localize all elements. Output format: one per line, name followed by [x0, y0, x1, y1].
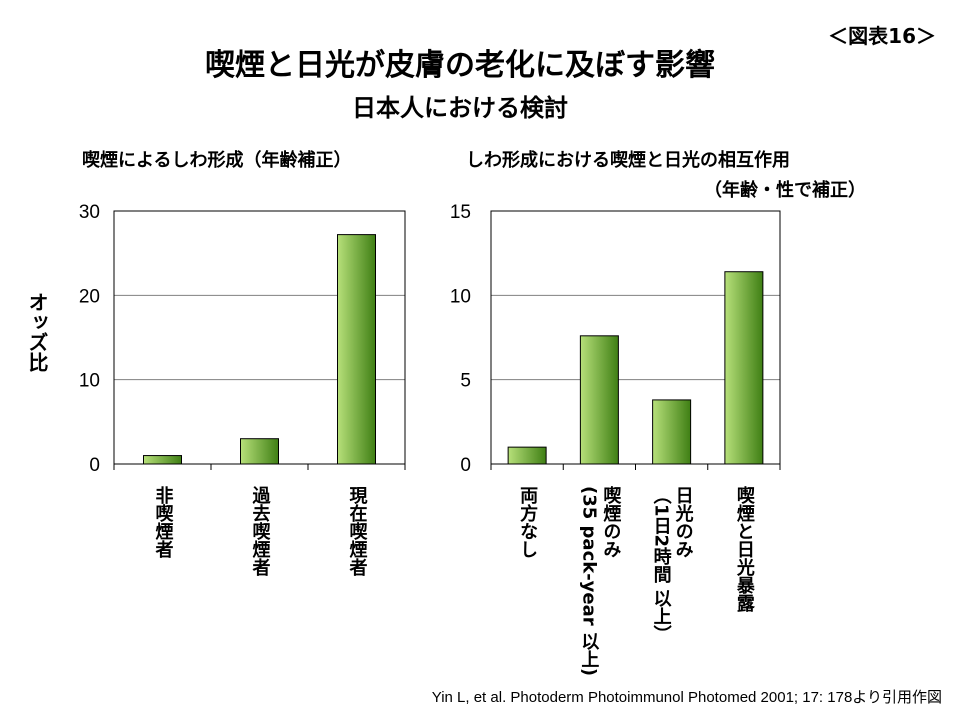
category-label: 日光のみ （1日2時間 以上）: [650, 486, 694, 644]
y-tick-label: 20: [79, 286, 100, 307]
bar: [579, 335, 619, 465]
chart2-subtitle: （年齢・性で補正）: [704, 180, 866, 201]
category-label: 非喫煙者: [152, 486, 174, 558]
y-tick-label: 30: [79, 202, 100, 223]
bar: [507, 446, 547, 465]
bar: [240, 438, 279, 465]
y-tick-label: 5: [460, 371, 471, 392]
category-label: 現在喫煙者: [346, 486, 368, 576]
source-citation: Yin L, et al. Photoderm Photoimmunol Pho…: [431, 689, 942, 706]
y-tick-label: 10: [79, 371, 100, 392]
category-label: 両方なし: [517, 486, 539, 558]
chart1-title: 喫煙によるしわ形成（年齢補正）: [82, 150, 352, 171]
bar: [724, 271, 764, 465]
category-label: 喫煙と日光暴露: [733, 486, 755, 612]
y-tick-label: 10: [450, 286, 471, 307]
y-tick-label: 0: [460, 455, 471, 476]
figure-label: ＜図表16＞: [828, 24, 936, 48]
category-label: 喫煙のみ (35 pack-year 以上): [578, 486, 622, 677]
bar: [652, 399, 692, 465]
page-title: 喫煙と日光が皮膚の老化に及ぼす影響: [205, 48, 715, 83]
bar: [143, 455, 182, 465]
y-axis-label: オッズ比: [25, 292, 49, 372]
chart2-title: しわ形成における喫煙と日光の相互作用: [466, 150, 790, 171]
bar: [337, 234, 376, 465]
page-subtitle: 日本人における検討: [352, 94, 568, 122]
y-tick-label: 15: [450, 202, 471, 223]
y-tick-label: 0: [89, 455, 100, 476]
category-label: 過去喫煙者: [249, 486, 271, 576]
